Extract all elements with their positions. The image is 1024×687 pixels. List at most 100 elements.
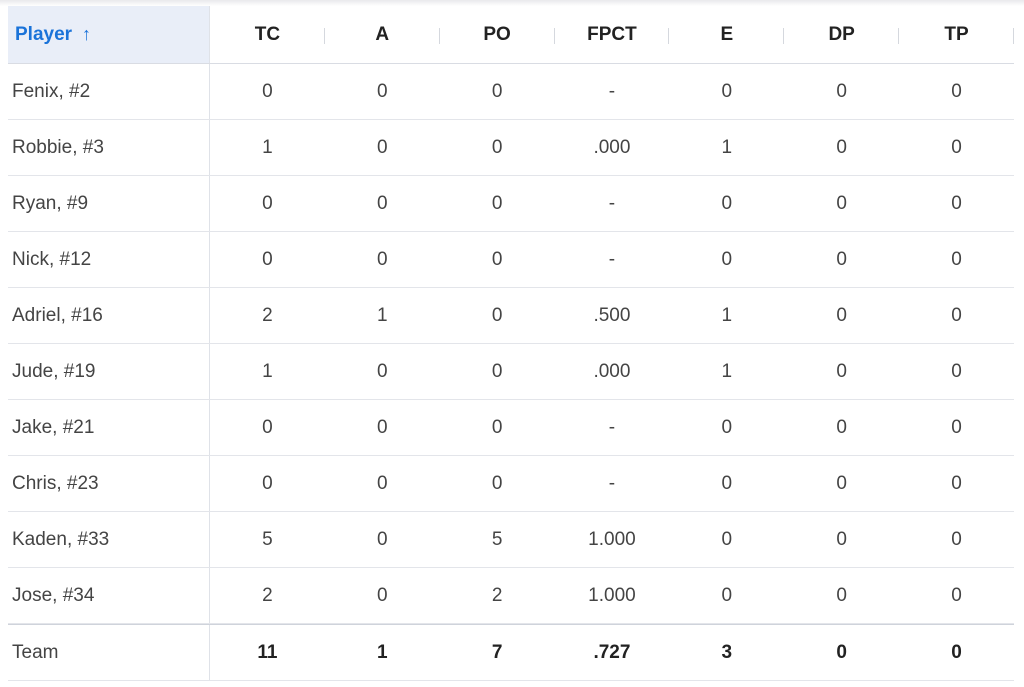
stat-cell-po: 0	[491, 472, 503, 494]
stat-cell-fpct: -	[608, 80, 616, 102]
column-divider[interactable]	[1012, 28, 1014, 44]
team-label: Team	[8, 625, 210, 680]
table-header-row: Player ↑ TC A PO FPCT E DP TP	[8, 6, 1014, 64]
stat-cell-tc: 2	[262, 584, 273, 606]
stat-cell-tp: 0	[951, 304, 962, 326]
stat-cell-e: 0	[721, 472, 733, 494]
team-total-row: Team 11 1 7 .727 3 0 0	[8, 624, 1014, 681]
stat-cell-tp: 0	[951, 584, 962, 606]
team-stat-e: 3	[721, 641, 733, 663]
table-row: Fenix, #2 0 0 0 - 0 0 0	[8, 64, 1014, 120]
stat-cell-tc: 0	[262, 80, 273, 102]
stat-cell-tp: 0	[951, 80, 962, 102]
team-stat-fpct: .727	[593, 641, 631, 663]
stat-cell-dp: 0	[836, 248, 847, 270]
stat-cell-po: 0	[491, 248, 503, 270]
stat-cell-tc: 1	[262, 360, 273, 382]
stat-cell-a: 0	[376, 416, 388, 438]
column-divider[interactable]	[783, 28, 785, 44]
stat-cell-tp: 0	[951, 136, 962, 158]
team-stat-tc: 11	[257, 641, 278, 663]
stat-cell-tc: 1	[262, 136, 273, 158]
column-divider[interactable]	[668, 28, 670, 44]
stat-cell-po: 2	[491, 584, 503, 606]
stat-cell-dp: 0	[836, 472, 847, 494]
stat-cell-tc: 0	[262, 192, 273, 214]
stat-cell-po: 0	[491, 360, 503, 382]
column-header-dp[interactable]: DP	[784, 6, 900, 63]
stat-cell-fpct: .500	[593, 304, 631, 326]
team-stat-tp: 0	[951, 641, 962, 663]
player-name-cell: Nick, #12	[8, 232, 210, 287]
top-shadow	[0, 0, 1024, 6]
column-header-tc[interactable]: TC	[210, 6, 325, 63]
table-body: Fenix, #2 0 0 0-0 0 0 Robbie, #3 1 0 0.000 1 0 0 Ryan…	[8, 64, 1014, 624]
stat-cell-dp: 0	[836, 360, 847, 382]
stat-cell-tc: 0	[262, 472, 273, 494]
column-divider[interactable]	[323, 28, 325, 44]
column-divider[interactable]	[553, 28, 555, 44]
fielding-stats-table: Player ↑ TC A PO FPCT E DP TP Fenix, #2 0…	[8, 6, 1014, 681]
stat-cell-tc: 0	[262, 416, 273, 438]
player-name-cell: Kaden, #33	[8, 512, 210, 567]
stat-cell-a: 1	[376, 304, 388, 326]
stat-cell-tc: 5	[262, 528, 273, 550]
stat-cell-a: 0	[376, 248, 388, 270]
stat-cell-po: 0	[491, 136, 503, 158]
column-divider[interactable]	[898, 28, 900, 44]
stat-cell-po: 5	[491, 528, 503, 550]
stat-cell-e: 1	[721, 136, 733, 158]
stat-cell-e: 0	[721, 80, 733, 102]
stat-cell-fpct: -	[608, 416, 616, 438]
stat-cell-dp: 0	[836, 584, 847, 606]
team-stat-a: 1	[376, 641, 388, 663]
stat-cell-dp: 0	[836, 80, 847, 102]
column-header-tp[interactable]: TP	[899, 6, 1014, 63]
stat-cell-e: 1	[721, 360, 733, 382]
stat-cell-fpct: -	[608, 472, 616, 494]
stat-cell-e: 0	[721, 416, 733, 438]
table-row: Robbie, #3 1 0 0 .000 1 0 0	[8, 120, 1014, 176]
stat-cell-tp: 0	[951, 248, 962, 270]
player-name-cell: Robbie, #3	[8, 120, 210, 175]
column-header-po[interactable]: PO	[440, 6, 555, 63]
stat-cell-fpct: .000	[593, 360, 631, 382]
stat-cell-a: 0	[376, 80, 388, 102]
table-row: Kaden, #33 5 0 5 1.000 0 0 0	[8, 512, 1014, 568]
stat-cell-tp: 0	[951, 528, 962, 550]
team-stat-po: 7	[491, 641, 503, 663]
stat-cell-a: 0	[376, 192, 388, 214]
stat-cell-po: 0	[491, 416, 503, 438]
stat-cell-dp: 0	[836, 528, 847, 550]
stat-cell-fpct: .000	[593, 136, 631, 158]
stat-cell-po: 0	[491, 192, 503, 214]
stat-cell-a: 0	[376, 584, 388, 606]
stat-cell-po: 0	[491, 304, 503, 326]
stat-cell-tp: 0	[951, 360, 962, 382]
stat-cell-dp: 0	[836, 416, 847, 438]
player-name-cell: Chris, #23	[8, 456, 210, 511]
table-row: Nick, #12 0 0 0 - 0 0 0	[8, 232, 1014, 288]
stat-cell-tc: 0	[262, 248, 273, 270]
column-header-e[interactable]: E	[669, 6, 785, 63]
column-header-fpct[interactable]: FPCT	[555, 6, 670, 63]
stat-cell-a: 0	[376, 136, 388, 158]
stat-cell-fpct: -	[608, 248, 616, 270]
stat-cell-fpct: 1.000	[588, 584, 636, 606]
stat-cell-a: 0	[376, 528, 388, 550]
stat-cell-po: 0	[491, 80, 503, 102]
stat-cell-e: 1	[721, 304, 733, 326]
player-name-cell: Fenix, #2	[8, 64, 210, 119]
stat-cell-tp: 0	[951, 192, 962, 214]
table-row: Adriel, #16 2 1 0 .500 1 0 0	[8, 288, 1014, 344]
stat-cell-dp: 0	[836, 304, 847, 326]
stat-cell-tp: 0	[951, 472, 962, 494]
table-row: Jude, #19 1 0 0 .000 1 0 0	[8, 344, 1014, 400]
column-header-a[interactable]: A	[325, 6, 440, 63]
column-header-player[interactable]: Player ↑	[8, 6, 210, 63]
player-name-cell: Jose, #34	[8, 568, 210, 623]
stat-cell-e: 0	[721, 584, 733, 606]
column-divider[interactable]	[438, 28, 440, 44]
stat-cell-e: 0	[721, 192, 733, 214]
stat-cell-tp: 0	[951, 416, 962, 438]
